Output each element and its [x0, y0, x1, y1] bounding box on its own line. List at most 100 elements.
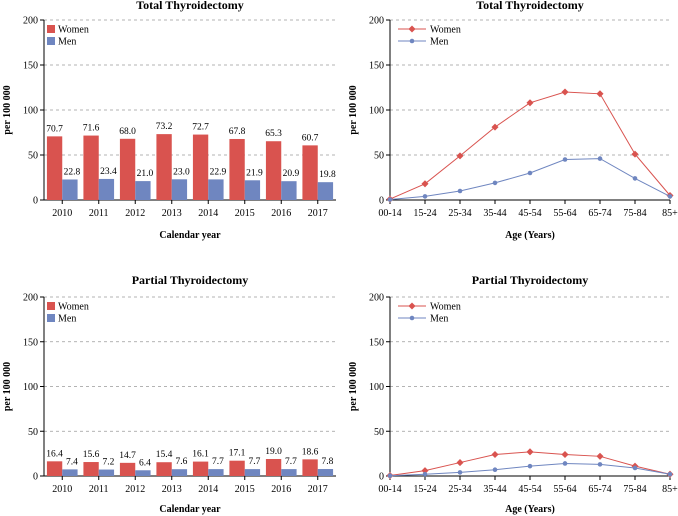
legend-marker: [409, 315, 415, 321]
x-tick-label: 2014: [198, 208, 218, 219]
x-tick-label: 75-84: [623, 208, 646, 219]
y-tick-label: 200: [369, 16, 384, 27]
point-men: [667, 194, 673, 199]
y-axis-label: per 100 000: [348, 85, 359, 134]
bar-men: [281, 181, 297, 200]
chart-3: Partial Thyroidectomy 0 50 100 150 200 per 100…: [2, 273, 336, 515]
data-label: 7.4: [66, 457, 78, 467]
bar-women: [302, 459, 318, 476]
x-tick-label: 25-34: [448, 484, 471, 495]
bar-women: [192, 461, 209, 476]
series-line-women: [389, 91, 671, 200]
legend-marker: [408, 25, 416, 33]
x-tick-label: 85+: [662, 208, 678, 219]
legend-label: Men: [58, 314, 76, 325]
data-label: 16.4: [46, 449, 63, 459]
x-tick-label: 2015: [235, 484, 255, 495]
point-men: [387, 197, 393, 202]
point-women: [596, 90, 604, 98]
y-tick-label: 150: [369, 61, 384, 72]
legend-label: Women: [430, 302, 461, 313]
bar-men: [208, 469, 224, 476]
y-tick-label: 100: [23, 106, 38, 117]
data-label: 7.8: [321, 457, 333, 467]
data-label: 23.0: [173, 167, 190, 177]
y-tick-label: 100: [23, 382, 38, 393]
point-women: [526, 448, 534, 456]
bar-men: [135, 181, 151, 200]
chart-1: Total Thyroidectomy 0 50 100 150 200 per 100 0…: [2, 0, 336, 241]
bar-men: [208, 179, 224, 200]
data-label: 17.1: [229, 449, 246, 459]
bar-men: [281, 469, 297, 476]
y-axis-label: per 100 000: [2, 85, 13, 134]
x-tick-label: 85+: [662, 484, 678, 495]
y-tick-label: 100: [369, 106, 384, 117]
y-axis-label: per 100 000: [2, 362, 13, 411]
data-label: 7.7: [212, 457, 224, 467]
x-tick-label: 15-24: [413, 484, 436, 495]
point-women: [631, 150, 639, 158]
point-men: [527, 463, 533, 469]
data-label: 72.7: [192, 123, 209, 133]
bar-men: [135, 470, 151, 476]
data-label: 7.7: [285, 457, 297, 467]
data-label: 21.9: [246, 168, 263, 178]
point-men: [667, 471, 673, 477]
y-tick-label: 0: [379, 472, 384, 483]
legend-marker: [409, 38, 415, 44]
data-label: 19.8: [319, 170, 336, 180]
point-women: [561, 450, 569, 459]
data-label: 65.3: [265, 129, 282, 139]
chart-title: Partial Thyroidectomy: [132, 273, 249, 287]
y-tick-label: 200: [23, 293, 38, 304]
legend-label: Women: [430, 25, 461, 36]
y-tick-label: 150: [23, 337, 38, 348]
point-men: [527, 170, 533, 176]
legend-swatch: [47, 37, 55, 45]
point-women: [526, 99, 534, 107]
data-label: 71.6: [83, 124, 100, 134]
bar-men: [244, 180, 261, 200]
x-tick-label: 35-44: [483, 208, 506, 219]
series-line-men: [389, 158, 671, 201]
bar-men: [244, 469, 261, 476]
y-tick-label: 150: [23, 61, 38, 72]
x-axis-label: Calendar year: [159, 230, 221, 241]
point-men: [597, 156, 603, 161]
x-tick-label: 2010: [52, 208, 72, 219]
x-tick-label: 2013: [162, 208, 182, 219]
data-label: 22.9: [210, 167, 227, 177]
point-men: [492, 467, 498, 473]
data-label: 15.6: [83, 450, 100, 460]
x-tick-label: 75-84: [623, 484, 646, 495]
chart-2: Total Thyroidectomy 0 50 100 150 200 per 100 0…: [348, 0, 678, 241]
bar-women: [83, 462, 99, 476]
point-women: [456, 459, 464, 467]
chart-title: Total Thyroidectomy: [136, 0, 243, 12]
x-tick-label: 2016: [271, 484, 291, 495]
x-tick-label: 25-34: [448, 208, 471, 219]
bar-men: [317, 182, 334, 200]
x-tick-label: 55-64: [553, 208, 576, 219]
bar-women: [229, 460, 245, 476]
x-tick-label: 55-64: [553, 484, 576, 495]
x-tick-label: 2012: [125, 484, 145, 495]
data-label: 14.7: [119, 451, 136, 461]
point-men: [632, 465, 638, 471]
legend-swatch: [47, 302, 55, 310]
x-tick-label: 00-14: [378, 484, 401, 495]
bar-women: [46, 136, 63, 200]
bar-women: [192, 134, 209, 200]
data-label: 21.0: [137, 169, 154, 179]
legend-label: Men: [58, 37, 76, 48]
legend-label: Men: [430, 37, 448, 48]
x-tick-label: 2014: [198, 484, 218, 495]
y-tick-label: 200: [369, 293, 384, 304]
point-men: [492, 180, 498, 186]
bar-women: [156, 462, 172, 476]
point-women: [491, 123, 499, 131]
data-label: 67.8: [229, 127, 246, 137]
y-tick-label: 100: [369, 382, 384, 393]
bar-men: [317, 469, 334, 476]
